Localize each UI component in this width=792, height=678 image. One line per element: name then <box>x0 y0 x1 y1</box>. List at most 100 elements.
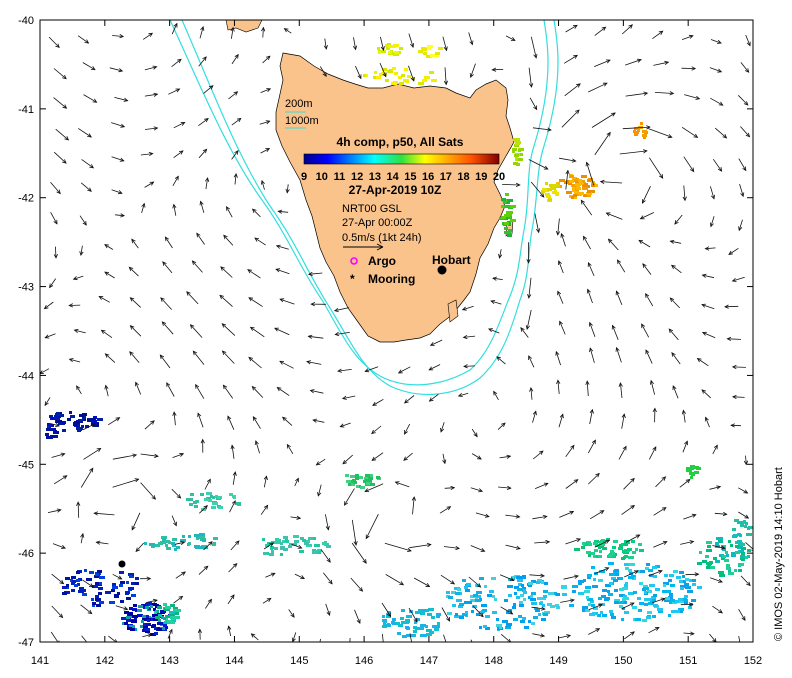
colorbar-tick-label: 11 <box>334 171 346 183</box>
sst-pixel <box>157 628 162 631</box>
sst-pixel <box>365 474 370 477</box>
sst-pixel <box>95 573 99 576</box>
sst-pixel <box>685 599 688 602</box>
current-arrow <box>221 323 236 336</box>
current-arrow <box>371 452 384 461</box>
sst-pixel <box>741 547 746 550</box>
sst-pixel <box>505 193 509 196</box>
current-arrow <box>625 58 642 66</box>
sst-pixel <box>322 542 327 545</box>
sst-pixel <box>519 148 524 151</box>
current-arrow <box>625 534 641 543</box>
sst-pixel <box>146 615 149 618</box>
current-arrow <box>191 260 203 273</box>
current-arrow <box>642 263 652 275</box>
sst-pixel <box>464 586 468 589</box>
sst-pixel <box>452 604 456 607</box>
current-arrow <box>669 297 680 309</box>
current-arrow <box>385 574 405 586</box>
sst-pixel <box>602 589 607 592</box>
sst-pixel <box>627 541 630 544</box>
current-arrow <box>493 390 499 400</box>
sst-pixel <box>515 143 518 146</box>
sst-pixel <box>593 542 598 545</box>
current-arrow <box>669 239 682 244</box>
sst-pixel <box>633 591 637 594</box>
sst-pixel <box>382 50 386 53</box>
colorbar-tick-label: 9 <box>301 171 307 183</box>
current-arrow <box>248 356 262 369</box>
sst-pixel <box>609 610 613 613</box>
sst-pixel <box>508 216 512 219</box>
current-arrow <box>625 91 649 97</box>
date-label: 27-Apr-2019 10Z <box>349 183 442 197</box>
sst-pixel <box>501 216 506 219</box>
sst-pixel <box>164 608 170 611</box>
sst-pixel <box>355 474 359 477</box>
sst-pixel <box>155 616 160 619</box>
sst-pixel <box>583 194 587 197</box>
y-tick-label: -40 <box>18 15 34 27</box>
sst-pixel <box>308 537 313 540</box>
sst-pixel <box>81 425 84 428</box>
current-arrow <box>710 39 722 44</box>
current-arrow <box>291 632 297 642</box>
sst-pixel <box>512 150 515 153</box>
x-tick-label: 145 <box>290 655 308 667</box>
sst-pixel <box>648 569 653 572</box>
sst-pixel <box>587 190 591 193</box>
y-tick-label: -45 <box>18 459 34 471</box>
sst-pixel <box>175 612 179 615</box>
sst-pixel <box>504 222 509 225</box>
sst-pixel <box>171 621 175 624</box>
current-arrow <box>618 445 627 460</box>
current-arrow <box>461 305 474 311</box>
sst-pixel <box>374 71 377 74</box>
current-arrow <box>615 290 623 306</box>
hobart-label: Hobart <box>432 253 471 267</box>
current-arrow <box>505 544 521 550</box>
current-arrow <box>364 366 379 373</box>
current-arrow <box>497 422 506 430</box>
sst-pixel <box>144 542 147 545</box>
sst-pixel <box>643 587 649 590</box>
sst-pixel <box>696 467 701 470</box>
sst-pixel <box>568 182 572 185</box>
current-arrow <box>197 412 204 428</box>
current-arrow <box>341 395 356 400</box>
sst-pixel <box>738 569 742 572</box>
sst-pixel <box>590 600 594 603</box>
sst-pixel <box>588 554 591 557</box>
current-arrow <box>260 148 271 154</box>
current-arrow <box>53 68 67 80</box>
sst-pixel <box>280 553 283 556</box>
sst-pixel <box>368 477 373 480</box>
product-label: NRT00 GSL <box>342 203 402 215</box>
sst-pixel <box>406 634 412 637</box>
sst-pixel <box>681 598 687 601</box>
sst-pixel <box>601 539 605 542</box>
sst-pixel <box>506 624 511 627</box>
sst-pixel <box>304 542 309 545</box>
current-arrow <box>409 633 412 642</box>
contour-200-label: 200m <box>285 98 313 110</box>
current-vectors <box>40 22 753 642</box>
sst-pixel <box>155 544 160 547</box>
sst-pixel <box>288 545 292 548</box>
sst-pixel <box>678 598 683 601</box>
sst-pixel <box>174 538 177 541</box>
current-arrow <box>144 65 158 71</box>
sst-pixel <box>424 76 430 79</box>
sst-pixel <box>513 162 518 165</box>
sst-pixel <box>614 569 619 572</box>
sst-pixel <box>418 609 423 612</box>
sst-pixel <box>591 552 595 555</box>
current-arrow <box>205 598 212 609</box>
sst-pixel <box>584 590 590 593</box>
current-arrow <box>159 354 171 369</box>
sst-pixel <box>436 613 441 616</box>
current-arrow <box>394 481 410 488</box>
sst-pixel <box>196 537 199 540</box>
sst-pixel <box>583 579 586 582</box>
sst-pixel <box>346 480 351 483</box>
